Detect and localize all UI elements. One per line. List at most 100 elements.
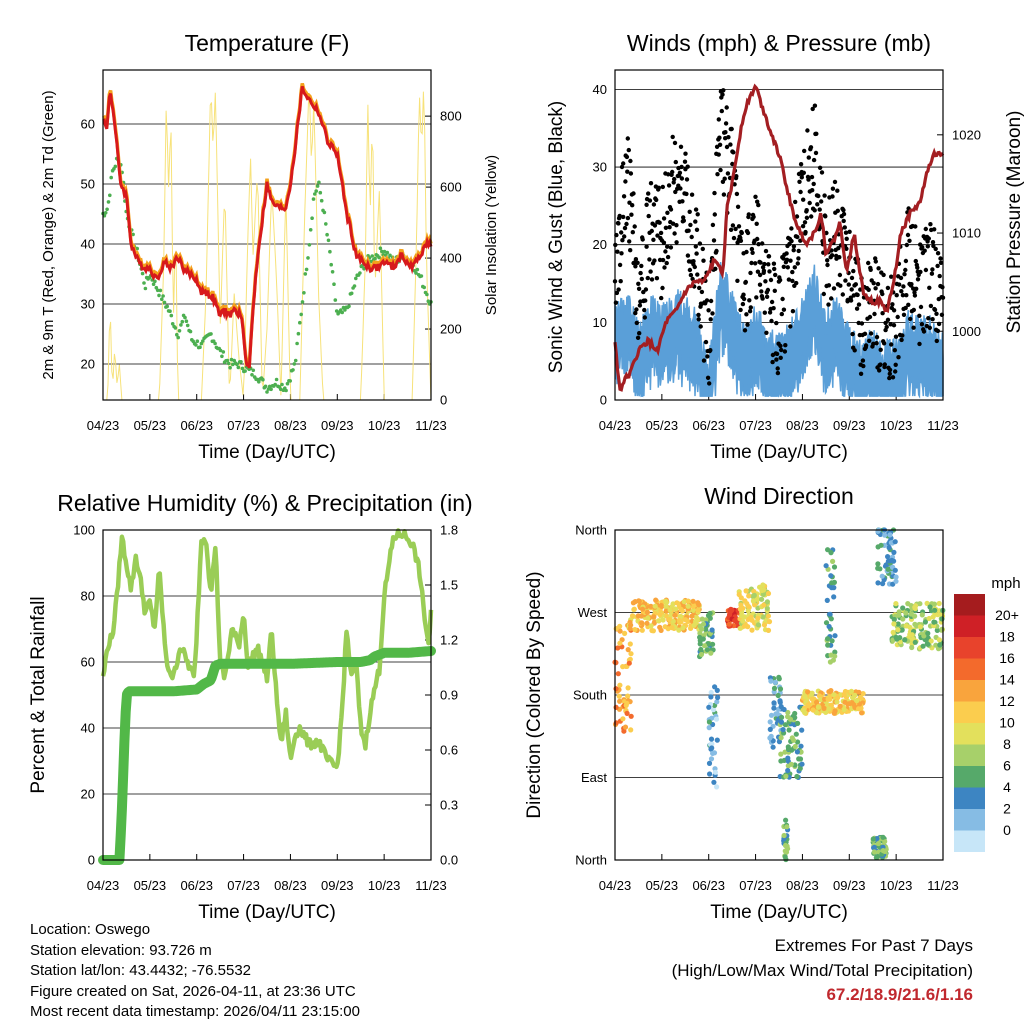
gust-point (772, 288, 777, 293)
direction-point (882, 532, 888, 538)
gust-point (753, 194, 758, 199)
gust-point (681, 215, 686, 220)
direction-point (620, 664, 626, 670)
direction-point (875, 561, 881, 567)
gust-point (649, 277, 655, 282)
gust-point (777, 277, 783, 283)
direction-y-label: Direction (Colored By Speed) (524, 571, 545, 818)
dewpoint-point (221, 350, 226, 354)
gust-point (734, 191, 740, 197)
y-tick-label: 60 (81, 117, 95, 132)
winds-plot-frame (614, 69, 944, 401)
gust-point (809, 214, 814, 219)
direction-point (909, 644, 915, 651)
direction-point (649, 627, 655, 634)
direction-point (832, 649, 838, 655)
gust-point (849, 287, 854, 292)
gust-point (640, 237, 645, 242)
gust-point (749, 246, 755, 252)
direction-point (713, 716, 720, 722)
dewpoint-point (300, 300, 305, 304)
dewpoint-point (113, 164, 118, 169)
gust-point (792, 265, 797, 270)
gust-point (756, 242, 761, 247)
gust-point (825, 258, 830, 263)
gust-point (652, 258, 657, 263)
legend-label: 6 (1003, 758, 1011, 774)
direction-point (782, 842, 789, 849)
direction-point (617, 698, 623, 704)
gust-point (677, 170, 683, 175)
temp-2m-line (102, 86, 433, 369)
direction-point (828, 573, 834, 579)
direction-point (891, 621, 897, 627)
direction-point (674, 600, 680, 606)
gust-point (681, 218, 686, 223)
direction-point (751, 592, 757, 599)
dewpoint-point (362, 266, 366, 271)
gust-point (731, 235, 737, 241)
direction-point (875, 580, 881, 586)
gust-point (620, 238, 625, 243)
gust-point (666, 172, 671, 177)
gust-point (651, 237, 656, 242)
gust-point (861, 363, 866, 369)
dewpoint-point (278, 387, 283, 392)
dewpoint-point (322, 210, 327, 215)
dewpoint-point (184, 319, 189, 324)
gust-point (704, 298, 710, 303)
gust-point (871, 341, 876, 346)
gust-point (687, 209, 692, 214)
dewpoint-point (261, 377, 265, 382)
gust-point (819, 199, 824, 204)
direction-point (737, 606, 743, 612)
gust-point (703, 339, 709, 345)
gust-point (746, 212, 751, 217)
gust-point (784, 251, 789, 256)
dewpoint-point (194, 343, 198, 347)
direction-point (794, 749, 801, 755)
gust-point (823, 214, 828, 219)
gust-point (758, 260, 763, 265)
gust-point (619, 230, 624, 235)
dewpoint-point (236, 365, 241, 370)
gust-point (812, 103, 818, 108)
direction-point (785, 755, 791, 761)
direction-point (648, 623, 654, 629)
humidity-x-label: Time (Day/UTC) (198, 902, 336, 923)
gust-point (801, 170, 806, 175)
gust-point (633, 310, 638, 316)
gust-point (933, 246, 938, 252)
gust-point (648, 181, 654, 186)
direction-point (828, 688, 834, 694)
gust-point (774, 320, 779, 326)
direction-point (760, 591, 767, 598)
dewpoint-point (175, 332, 179, 337)
direction-point (676, 618, 682, 624)
gust-point (741, 296, 747, 302)
direction-point (658, 627, 664, 634)
y2-tick-label: 400 (440, 251, 462, 266)
gust-point (881, 341, 887, 346)
gust-point (802, 148, 807, 154)
gust-point (656, 185, 661, 190)
direction-point (893, 601, 899, 607)
gust-point (841, 211, 847, 217)
gust-point (894, 293, 899, 298)
gust-point (670, 221, 676, 226)
gust-point (646, 213, 651, 219)
dewpoint-point (302, 291, 306, 295)
gust-point (659, 295, 664, 301)
dewpoint-point (352, 284, 357, 288)
gust-point (888, 322, 893, 327)
gust-point (743, 279, 748, 285)
direction-point (830, 657, 837, 663)
humidity-line (100, 528, 434, 770)
gust-point (795, 261, 800, 266)
gust-point (825, 262, 830, 268)
gust-point (670, 134, 675, 140)
direction-point (878, 542, 884, 548)
dewpoint-point (334, 309, 339, 313)
direction-point (788, 761, 794, 767)
gust-point (813, 150, 819, 156)
